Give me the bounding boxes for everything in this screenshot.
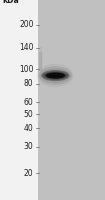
Text: 40: 40: [24, 124, 34, 133]
Bar: [38, 0, 105, 200]
Text: 20: 20: [24, 169, 34, 178]
Ellipse shape: [43, 71, 68, 80]
Text: 60: 60: [24, 98, 34, 107]
Text: 30: 30: [24, 142, 34, 151]
Bar: [0, 0, 38, 200]
Text: 140: 140: [19, 43, 34, 52]
Text: 200: 200: [19, 20, 34, 29]
Text: 50: 50: [24, 110, 34, 119]
Ellipse shape: [45, 72, 65, 79]
Text: 80: 80: [24, 79, 34, 88]
Ellipse shape: [41, 70, 70, 81]
Ellipse shape: [37, 64, 74, 87]
Ellipse shape: [39, 66, 72, 85]
Ellipse shape: [40, 68, 71, 83]
Text: 100: 100: [19, 65, 34, 74]
Ellipse shape: [48, 73, 63, 78]
Text: kDa: kDa: [2, 0, 19, 5]
